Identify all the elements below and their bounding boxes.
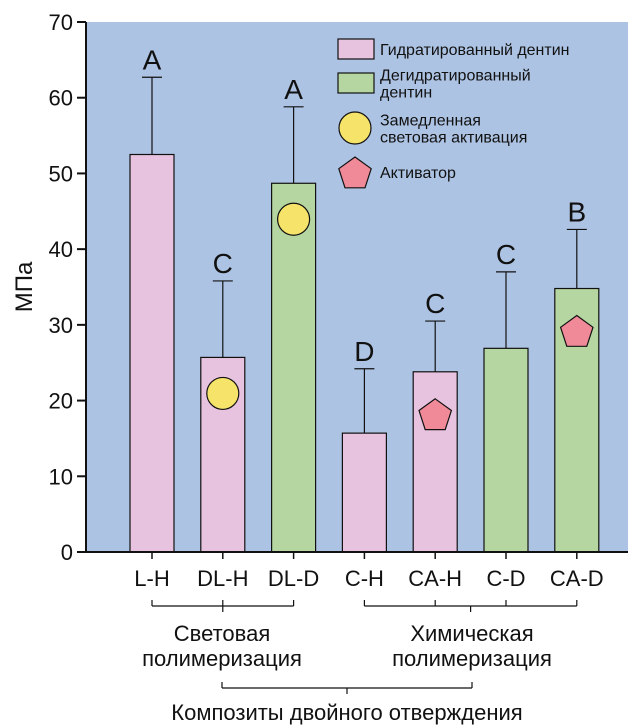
y-tick-label: 20 [49, 389, 73, 414]
slow-light-activation-marker [277, 202, 311, 236]
x-tick-label: C-D [486, 566, 525, 591]
chemical-curing-label-line2: полимеризация [392, 646, 552, 671]
x-tick-label: CA-D [550, 566, 604, 591]
legend-label: Гидратированный дентин [380, 42, 570, 59]
chemical-curing-bracket [363, 600, 578, 612]
bar-C-D [483, 347, 529, 553]
x-tick-label: CA-H [408, 566, 462, 591]
x-tick-label: L-H [134, 566, 169, 591]
y-tick-label: 10 [49, 464, 73, 489]
slow-light-activation-marker [206, 376, 240, 411]
dual-cure-label: Композиты двойного отверждения [171, 700, 522, 725]
y-tick-label: 0 [61, 540, 73, 565]
y-tick-label: 50 [49, 161, 73, 186]
y-tick-label: 60 [49, 86, 73, 111]
legend-swatch-hydrated [337, 38, 375, 60]
bar-C-H [341, 432, 387, 553]
significance-label: C [425, 288, 445, 319]
legend-label: Замедленная [380, 113, 481, 130]
significance-label: B [567, 196, 586, 227]
bar-DL-D [271, 182, 317, 553]
x-tick-label: C-H [345, 566, 384, 591]
y-axis-title: МПа [11, 261, 38, 312]
x-tick-label: DL-D [268, 566, 319, 591]
significance-label: A [143, 44, 162, 75]
significance-label: D [354, 336, 374, 367]
bar-L-H [129, 153, 175, 553]
legend-label: Активатор [380, 165, 456, 182]
legend-label: дентин [380, 85, 432, 102]
y-tick-label: 70 [49, 10, 73, 35]
chemical-curing-label-line1: Химическая [410, 621, 533, 646]
y-tick-label: 30 [49, 313, 73, 338]
activator-marker [559, 314, 594, 347]
legend-label: Дегидратированный [380, 68, 531, 85]
light-curing-label-line1: Световая [174, 621, 271, 646]
legend-swatch-dehydrated [337, 72, 375, 94]
significance-label: C [213, 248, 233, 279]
legend-circle-swatch [338, 111, 372, 145]
legend-pentagon-swatch [338, 156, 372, 189]
activator-marker [418, 398, 453, 431]
light-curing-label-line2: полимеризация [142, 646, 302, 671]
significance-label: A [284, 74, 303, 105]
significance-label: C [496, 239, 516, 270]
light-curing-bracket [151, 600, 295, 612]
dual-cure-bracket [221, 682, 473, 694]
y-tick-label: 40 [49, 237, 73, 262]
legend-label: световая активация [380, 130, 527, 147]
x-tick-label: DL-H [197, 566, 248, 591]
